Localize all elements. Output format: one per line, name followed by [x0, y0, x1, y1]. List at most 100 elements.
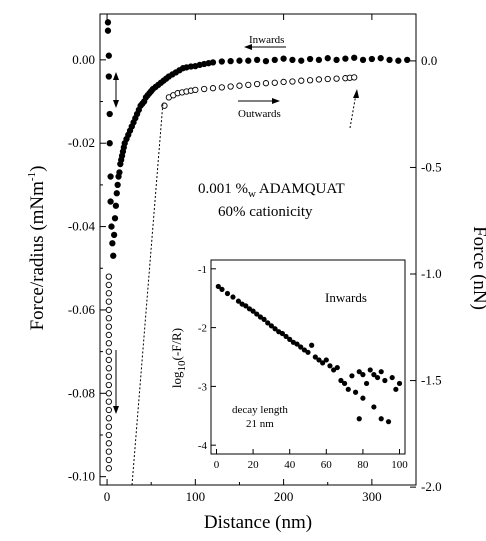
inwards-point — [116, 169, 123, 176]
outwards-point — [105, 340, 112, 347]
inset-y-axis-title: log10(-F/R) — [169, 328, 188, 388]
inset-point — [283, 333, 289, 340]
inwards-point — [106, 110, 113, 118]
inwards-point — [333, 56, 340, 63]
inset-point — [338, 377, 344, 384]
inwards-point — [315, 56, 323, 63]
outwards-point — [105, 331, 112, 339]
inwards-point — [395, 57, 402, 64]
inwards-point — [324, 55, 331, 62]
inwards-point — [245, 57, 252, 64]
y2-tick-label: -2.0 — [421, 479, 442, 494]
inwards-point — [111, 215, 119, 222]
outwards-point — [105, 390, 112, 397]
x-tick-label: 200 — [274, 489, 294, 504]
outwards-point — [105, 423, 112, 430]
cationicity-annotation: 60% cationicity — [218, 204, 313, 220]
outwards-point — [105, 381, 112, 389]
inset-point — [360, 395, 366, 401]
inset-point — [320, 360, 326, 366]
inset-point — [389, 374, 395, 381]
inset-point — [349, 373, 355, 379]
outwards-point — [105, 290, 112, 297]
outwards-point — [105, 465, 112, 472]
inset-point — [371, 404, 377, 410]
inwards-point — [253, 56, 261, 63]
jump-in-arrow — [113, 72, 119, 108]
inwards-point — [107, 198, 114, 205]
outwards-label: Outwards — [238, 108, 281, 120]
inset-point — [272, 326, 278, 332]
inwards-point — [377, 55, 384, 62]
y2-tick-label: 0.0 — [421, 53, 437, 68]
inset-point — [393, 386, 399, 392]
inset-x-tick-label: 40 — [284, 459, 296, 471]
x-tick-label: 300 — [362, 489, 382, 504]
inset-point — [367, 367, 373, 373]
x-tick-label: 100 — [186, 489, 206, 504]
outwards-point — [105, 440, 112, 447]
outwards-point — [245, 81, 252, 89]
inwards-point — [306, 55, 314, 63]
y2-tick-label: -1.0 — [421, 266, 442, 281]
inset-point — [363, 380, 370, 387]
inset-frame — [210, 259, 406, 455]
inset-decay-annotation: decay length — [232, 404, 288, 416]
inset-point — [287, 336, 293, 342]
outwards-point — [105, 373, 112, 380]
outwards-point — [306, 77, 314, 84]
outwards-point — [105, 273, 112, 280]
y-tick-label: -0.10 — [68, 469, 95, 484]
inwards-point — [113, 190, 120, 197]
inset-point — [342, 380, 348, 387]
concentration-annotation: 0.001 %w ADAMQUAT — [198, 181, 345, 200]
inset-point — [356, 416, 362, 422]
inset-point — [309, 342, 315, 348]
inwards-point — [351, 54, 358, 61]
inset-point — [294, 341, 300, 347]
y-tick-label: -0.08 — [68, 385, 95, 400]
outwards-point — [324, 75, 331, 83]
inset-point — [323, 357, 329, 363]
outwards-point — [315, 76, 323, 83]
guide-line-right — [349, 93, 357, 129]
inwards-point — [104, 19, 112, 26]
inwards-point — [359, 56, 367, 63]
inwards-point — [227, 57, 234, 65]
inset-point — [268, 323, 274, 329]
inset-y-tick-label: -2 — [198, 323, 207, 335]
inwards-point — [107, 173, 114, 180]
inset-point — [360, 372, 366, 378]
outwards-point — [227, 83, 234, 90]
inwards-point — [236, 57, 243, 64]
main-axis-ticks: 0 100 200 3000.00-0.02-0.04-0.06-0.08-0.100… — [68, 14, 442, 504]
inset-data-points — [215, 283, 403, 425]
inwards-point — [108, 223, 115, 230]
outwards-point — [236, 82, 243, 89]
inwards-label: Inwards — [249, 34, 284, 46]
inset-point — [305, 349, 311, 355]
outwards-point — [105, 348, 112, 355]
inwards-point — [368, 55, 376, 63]
inset-y-tick-label: -3 — [198, 381, 208, 393]
inset-point — [371, 372, 377, 378]
inwards-point — [112, 202, 120, 209]
outwards-point — [253, 80, 261, 88]
inset-point — [243, 303, 249, 309]
jump-out-arrow — [113, 350, 119, 414]
inset-point — [250, 308, 256, 314]
inset-point — [396, 380, 403, 387]
inset-point — [316, 357, 322, 363]
inwards-point — [289, 56, 296, 63]
inset-point — [312, 354, 318, 360]
inwards-point — [404, 56, 411, 63]
inset-point — [352, 389, 359, 395]
inset-point — [345, 386, 351, 392]
inset-axis-ticks: 0 20 40 60 80 100 -1 -2 -3 -4 — [198, 264, 408, 471]
inwards-point — [271, 56, 278, 63]
outwards-arrow — [238, 98, 280, 104]
outwards-point — [105, 306, 112, 314]
y2-tick-label: -0.5 — [421, 159, 442, 174]
outwards-point — [280, 78, 287, 86]
inset-point — [254, 311, 260, 317]
